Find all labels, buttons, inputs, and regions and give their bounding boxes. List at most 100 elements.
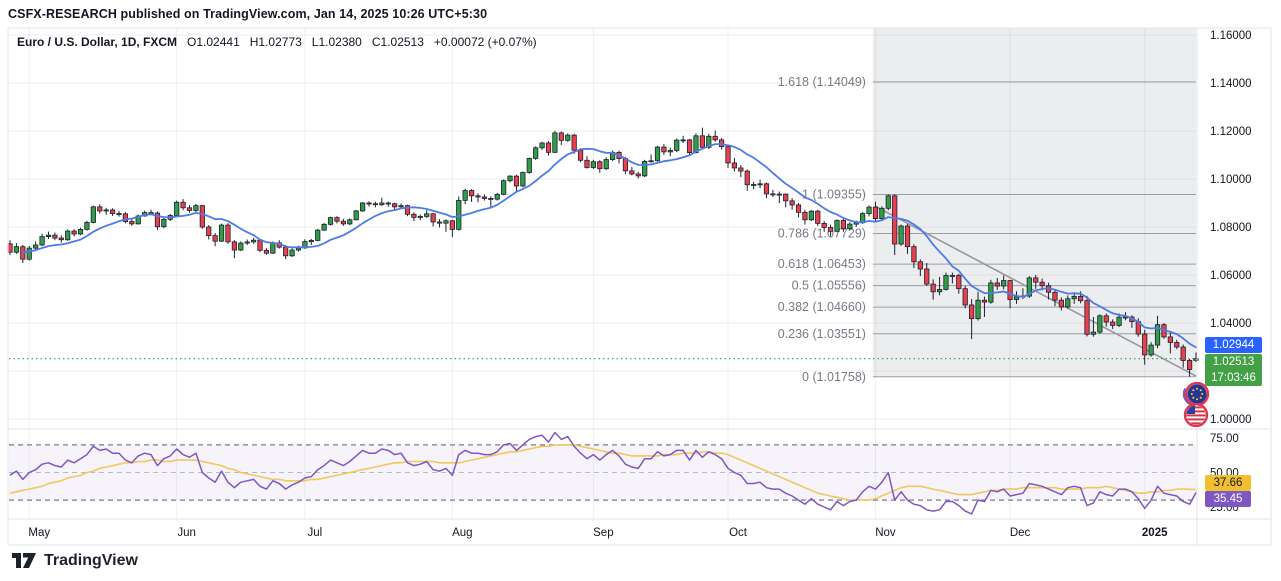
candle-up [347,219,353,225]
candle-down [763,183,770,195]
candle-down [334,217,340,222]
time-axis-label[interactable]: 2025 [1142,527,1168,539]
price-axis-label[interactable]: 1.14000 [1210,78,1252,90]
last-price-badge: 1.02513 17:03:46 [1205,353,1262,386]
candle-up [161,218,167,228]
candle-down [924,268,930,285]
ma-price-badge: 1.02944 [1205,336,1262,353]
candle-up [379,202,385,206]
candle-down [577,149,584,161]
candle-down [1174,342,1180,348]
tradingview-logo[interactable]: TradingView [12,551,138,570]
candle-down [1110,321,1116,326]
candle-up [603,159,609,170]
candle-down [597,161,603,170]
candle-down [206,226,212,237]
candle-up [39,236,45,246]
candle-down [366,202,372,205]
candle-down [58,237,64,241]
candle-down [52,234,58,239]
price-axis-label[interactable]: 1.06000 [1210,270,1252,282]
fib-level-label: 0.618 (1.06453) [778,257,866,271]
candle-down [795,204,802,213]
candle-down [1039,281,1045,287]
candle-up [443,220,449,224]
time-axis-label[interactable]: Dec [1010,527,1031,539]
price-axis-label[interactable]: 1.04000 [1210,318,1252,330]
candle-down [116,213,122,215]
candle-down [981,299,988,303]
time-axis-label[interactable]: Oct [729,527,748,539]
candle-down [744,170,750,186]
candle-down [513,175,520,187]
candle-down [815,210,821,224]
price-axis-label[interactable]: 1.00000 [1210,414,1252,426]
candle-up [26,247,32,260]
candle-down [827,227,834,232]
candle-down [263,249,270,254]
candle-up [1116,316,1122,326]
candle-down [1167,336,1173,343]
candle-up [642,161,648,177]
price-axis-label[interactable]: 1.10000 [1210,174,1252,186]
candle-down [789,200,795,206]
chart-frame [7,27,1272,546]
candle-down [956,275,962,290]
candle-up [244,241,250,244]
candle-up [1154,324,1161,346]
candle-up [520,172,526,187]
symbol-legend: Euro / U.S. Dollar, 1D, FXCM O1.02441 H1.0… [17,35,547,49]
candle-up [251,239,257,243]
legend-change: +0.00072 (+0.07%) [433,35,537,49]
candle-down [1186,360,1193,370]
time-axis-label[interactable]: Jul [308,527,323,539]
rsi-ma-line[interactable] [9,444,1197,501]
candle-up [398,205,404,208]
publish-attribution-line: CSFX-RESEARCH published on TradingView.c… [8,7,488,21]
rsi-line[interactable] [9,431,1197,515]
candle-down [154,212,161,228]
candle-down [969,304,975,320]
candle-up [417,216,423,218]
candle-up [975,299,981,320]
candle-down [212,235,218,242]
time-axis-label[interactable]: Aug [452,527,472,539]
candle-up [879,207,885,219]
candle-down [129,221,135,225]
price-axis-label[interactable]: 1.08000 [1210,222,1252,234]
candle-down [1103,315,1109,323]
tradingview-logo-text: TradingView [44,551,138,569]
price-axis-label[interactable]: 1.16000 [1210,30,1252,42]
time-axis-label[interactable]: May [28,527,50,539]
candle-down [430,213,436,223]
legend-low: L1.02380 [311,35,362,49]
candle-down [436,221,443,224]
candle-up [526,157,532,173]
candle-up [1065,298,1071,308]
time-axis-label[interactable]: Nov [875,527,896,539]
time-axis-label[interactable]: Sep [593,527,613,539]
candle-up [943,275,949,290]
fib-retracement-box[interactable] [872,28,1196,377]
ma-line-blue[interactable] [21,143,1197,349]
candle-down [225,224,231,243]
us-flag-icon[interactable] [1182,402,1210,432]
time-axis-label[interactable]: Jun [177,527,196,539]
candle-up [898,225,904,245]
candle-down [783,193,789,202]
candle-up [321,223,327,231]
candle-down [481,196,488,199]
candle-up [808,210,814,221]
candle-down [231,241,237,251]
price-axis-label[interactable]: 1.12000 [1210,126,1252,138]
candle-up [866,206,872,214]
candle-up [238,242,244,251]
symbol-title: Euro / U.S. Dollar, 1D, FXCM [17,35,178,49]
candle-up [539,142,545,149]
candle-down [904,225,911,248]
candle-down [892,195,898,245]
rsi-axis-label[interactable]: 75.00 [1210,433,1239,445]
candle-down [770,193,776,196]
